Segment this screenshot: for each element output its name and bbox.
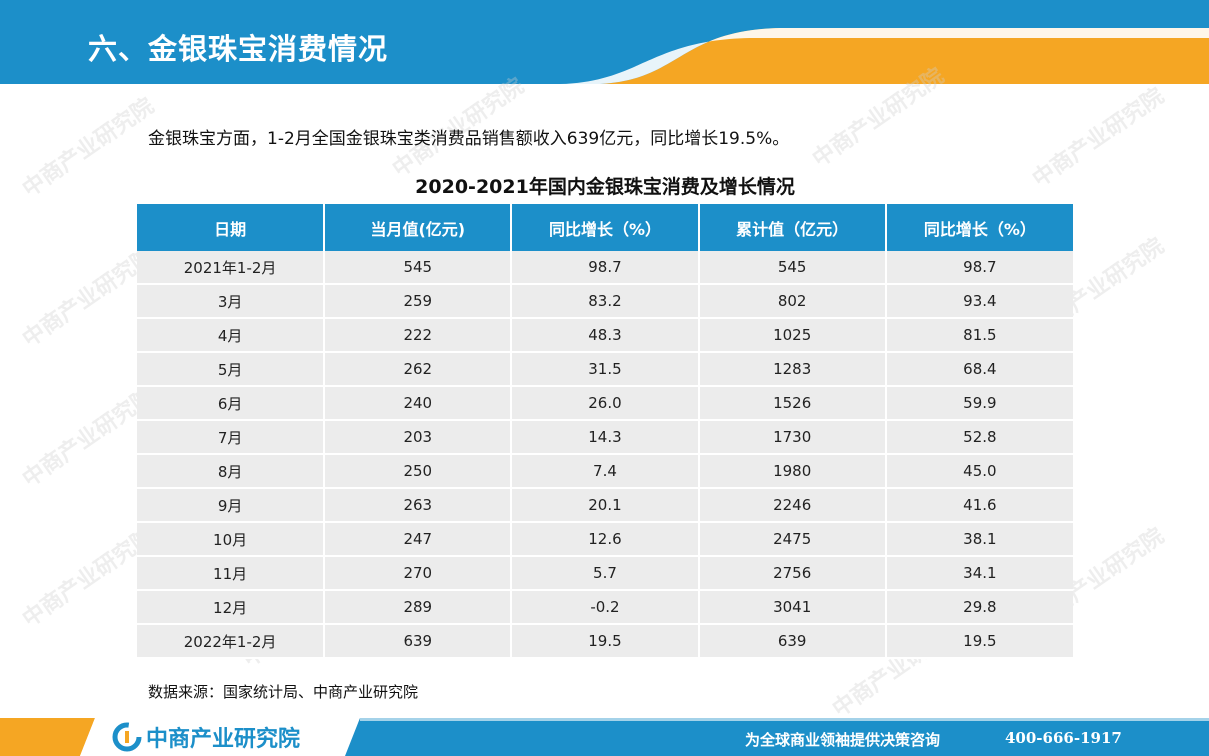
table-row: 2021年1-2月 545 98.7 545 98.7 xyxy=(137,251,1073,285)
cell-monthly-value: 270 xyxy=(324,556,513,591)
footer-slogan: 为全球商业领袖提供决策咨询 xyxy=(745,731,941,749)
cell-cumulative-value: 802 xyxy=(698,284,887,319)
footer-phone: 400-666-1917 xyxy=(1005,729,1122,747)
column-header-monthly-growth: 同比增长（%） xyxy=(511,204,700,251)
table-row: 12月 289 -0.2 3041 29.8 xyxy=(137,590,1073,625)
cell-cumulative-growth: 52.8 xyxy=(885,420,1073,455)
table-row: 2022年1-2月 639 19.5 639 19.5 xyxy=(137,624,1073,659)
company-logo: 中商产业研究院 xyxy=(112,722,300,752)
header-banner: 六、金银珠宝消费情况 xyxy=(0,0,1209,84)
table-row: 3月 259 83.2 802 93.4 xyxy=(137,284,1073,319)
cell-cumulative-value: 2756 xyxy=(698,556,887,591)
cell-date: 10月 xyxy=(137,522,326,557)
cell-cumulative-value: 545 xyxy=(698,251,887,285)
column-header-cumulative-growth: 同比增长（%） xyxy=(885,204,1073,251)
cell-date: 8月 xyxy=(137,454,326,489)
cell-monthly-value: 222 xyxy=(324,318,513,353)
cell-cumulative-growth: 19.5 xyxy=(885,624,1073,659)
table-row: 6月 240 26.0 1526 59.9 xyxy=(137,386,1073,421)
cell-monthly-value: 263 xyxy=(324,488,513,523)
table-row: 10月 247 12.6 2475 38.1 xyxy=(137,522,1073,557)
header-background xyxy=(0,0,1209,84)
cell-monthly-value: 203 xyxy=(324,420,513,455)
page-title: 六、金银珠宝消费情况 xyxy=(88,32,389,66)
table-row: 8月 250 7.4 1980 45.0 xyxy=(137,454,1073,489)
cell-cumulative-value: 3041 xyxy=(698,590,887,625)
cell-date: 6月 xyxy=(137,386,326,421)
company-logo-icon xyxy=(112,722,142,752)
column-header-monthly-value: 当月值(亿元) xyxy=(324,204,513,251)
table-row: 9月 263 20.1 2246 41.6 xyxy=(137,488,1073,523)
column-header-cumulative-value: 累计值（亿元） xyxy=(698,204,887,251)
cell-monthly-value: 250 xyxy=(324,454,513,489)
cell-cumulative-growth: 68.4 xyxy=(885,352,1073,387)
cell-monthly-growth: 14.3 xyxy=(511,420,700,455)
table-row: 7月 203 14.3 1730 52.8 xyxy=(137,420,1073,455)
cell-cumulative-growth: 93.4 xyxy=(885,284,1073,319)
cell-cumulative-growth: 41.6 xyxy=(885,488,1073,523)
cell-monthly-growth: -0.2 xyxy=(511,590,700,625)
cell-monthly-value: 639 xyxy=(324,624,513,659)
cell-monthly-value: 262 xyxy=(324,352,513,387)
cell-monthly-growth: 26.0 xyxy=(511,386,700,421)
consumption-table: 日期 当月值(亿元) 同比增长（%） 累计值（亿元） 同比增长（%） 2021年… xyxy=(137,204,1073,659)
intro-paragraph: 金银珠宝方面，1-2月全国金银珠宝类消费品销售额收入639亿元，同比增长19.5… xyxy=(148,129,790,149)
cell-cumulative-growth: 81.5 xyxy=(885,318,1073,353)
cell-cumulative-growth: 98.7 xyxy=(885,251,1073,285)
cell-cumulative-value: 1730 xyxy=(698,420,887,455)
cell-monthly-value: 247 xyxy=(324,522,513,557)
cell-date: 12月 xyxy=(137,590,326,625)
cell-cumulative-growth: 29.8 xyxy=(885,590,1073,625)
footer-banner xyxy=(0,718,1209,756)
cell-date: 2022年1-2月 xyxy=(137,624,326,659)
cell-cumulative-value: 1526 xyxy=(698,386,887,421)
cell-cumulative-growth: 34.1 xyxy=(885,556,1073,591)
cell-cumulative-growth: 45.0 xyxy=(885,454,1073,489)
cell-cumulative-value: 639 xyxy=(698,624,887,659)
cell-date: 5月 xyxy=(137,352,326,387)
cell-cumulative-growth: 59.9 xyxy=(885,386,1073,421)
cell-monthly-growth: 7.4 xyxy=(511,454,700,489)
cell-monthly-value: 289 xyxy=(324,590,513,625)
company-logo-text: 中商产业研究院 xyxy=(146,727,301,752)
cell-date: 2021年1-2月 xyxy=(137,251,326,285)
footer-background xyxy=(0,718,1209,756)
cell-monthly-growth: 19.5 xyxy=(511,624,700,659)
cell-monthly-growth: 98.7 xyxy=(511,251,700,285)
table-row: 4月 222 48.3 1025 81.5 xyxy=(137,318,1073,353)
table-row: 11月 270 5.7 2756 34.1 xyxy=(137,556,1073,591)
cell-date: 11月 xyxy=(137,556,326,591)
cell-monthly-growth: 5.7 xyxy=(511,556,700,591)
cell-cumulative-value: 1025 xyxy=(698,318,887,353)
column-header-date: 日期 xyxy=(137,204,326,251)
table-title: 2020-2021年国内金银珠宝消费及增长情况 xyxy=(415,176,795,198)
cell-date: 7月 xyxy=(137,420,326,455)
cell-date: 3月 xyxy=(137,284,326,319)
cell-cumulative-value: 2475 xyxy=(698,522,887,557)
cell-monthly-value: 240 xyxy=(324,386,513,421)
cell-cumulative-growth: 38.1 xyxy=(885,522,1073,557)
table-header-row: 日期 当月值(亿元) 同比增长（%） 累计值（亿元） 同比增长（%） xyxy=(137,204,1073,251)
data-source: 数据来源：国家统计局、中商产业研究院 xyxy=(148,683,419,701)
cell-monthly-growth: 12.6 xyxy=(511,522,700,557)
cell-cumulative-value: 1980 xyxy=(698,454,887,489)
cell-monthly-growth: 48.3 xyxy=(511,318,700,353)
cell-monthly-growth: 20.1 xyxy=(511,488,700,523)
cell-monthly-growth: 83.2 xyxy=(511,284,700,319)
cell-cumulative-value: 1283 xyxy=(698,352,887,387)
cell-monthly-value: 545 xyxy=(324,251,513,285)
table-row: 5月 262 31.5 1283 68.4 xyxy=(137,352,1073,387)
cell-monthly-value: 259 xyxy=(324,284,513,319)
cell-date: 9月 xyxy=(137,488,326,523)
cell-cumulative-value: 2246 xyxy=(698,488,887,523)
cell-monthly-growth: 31.5 xyxy=(511,352,700,387)
cell-date: 4月 xyxy=(137,318,326,353)
